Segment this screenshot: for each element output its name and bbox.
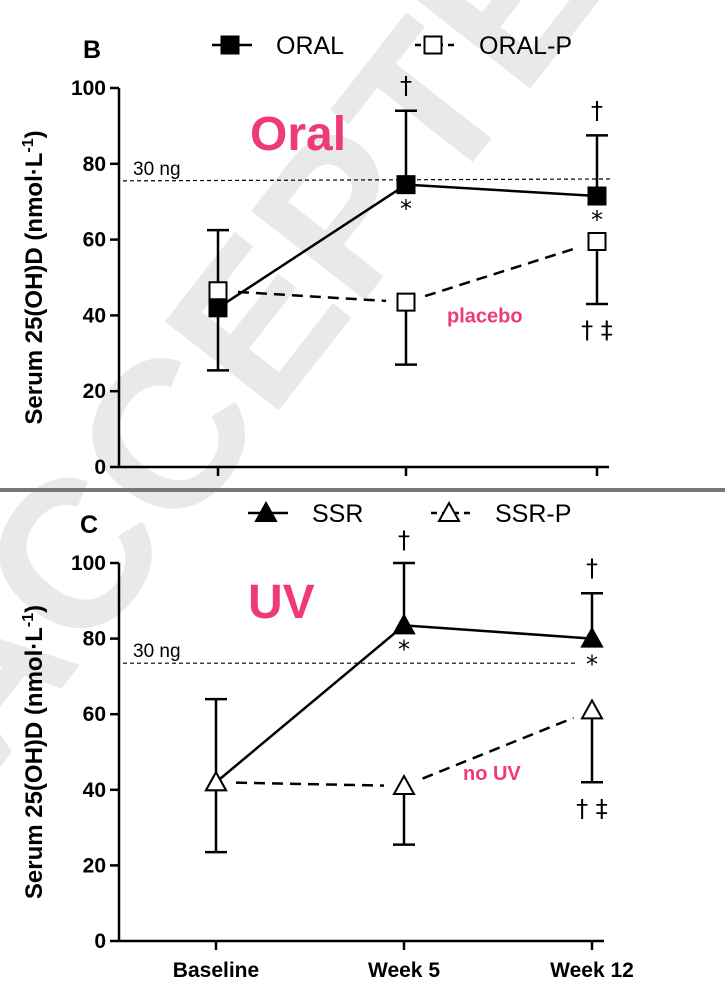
x-tick-label: Baseline bbox=[173, 959, 259, 982]
significance-marker: † bbox=[398, 526, 410, 554]
watermark-text: ACCEPTED bbox=[0, 0, 725, 808]
series-oral-p bbox=[207, 228, 608, 372]
series-line-segment bbox=[237, 290, 387, 303]
y-tick-label: 80 bbox=[83, 628, 106, 651]
data-point bbox=[396, 292, 416, 312]
significance-marker: † ‡ bbox=[576, 794, 608, 822]
series-ssr bbox=[204, 561, 604, 792]
legend: SSR SSR-P bbox=[248, 500, 571, 528]
data-point bbox=[208, 281, 228, 301]
y-tick-label: 40 bbox=[83, 304, 106, 327]
series-line-segment bbox=[405, 183, 598, 198]
y-tick-label: 0 bbox=[94, 930, 106, 953]
y-tick-label: 60 bbox=[83, 229, 106, 252]
legend: ORAL ORAL-P bbox=[212, 32, 572, 60]
y-tick-label: 100 bbox=[71, 552, 106, 575]
panel-b: 0 20 40 60 80 100 Serum 25(OH)D (nmol·L-1) B Ora… bbox=[20, 32, 613, 479]
significance-marker: * bbox=[586, 651, 598, 679]
legend-marker bbox=[423, 35, 443, 55]
y-tick-label: 20 bbox=[83, 854, 106, 877]
y-tick-label: 60 bbox=[83, 703, 106, 726]
series-line-segment bbox=[235, 781, 385, 787]
series-line-segment bbox=[422, 716, 574, 780]
legend-label: ORAL-P bbox=[479, 32, 572, 60]
series-line-segment bbox=[403, 624, 593, 640]
series-oral bbox=[208, 109, 608, 318]
x-tick-label: Week 5 bbox=[368, 959, 440, 982]
significance-marker: † ‡ bbox=[581, 316, 613, 344]
series-line-segment bbox=[215, 624, 405, 784]
legend-marker bbox=[437, 500, 461, 522]
legend-label: ORAL bbox=[276, 32, 344, 60]
series-annotation: placebo bbox=[447, 305, 523, 327]
legend-marker bbox=[220, 35, 240, 55]
data-point bbox=[392, 773, 416, 796]
data-point bbox=[392, 613, 416, 635]
panel-title: UV bbox=[248, 576, 315, 629]
panel-c: 0 20 40 60 80 100 Baseline Week 5 Week 12 Serum 2… bbox=[20, 500, 634, 982]
y-axis-label: Serum 25(OH)D (nmol·L-1) bbox=[20, 605, 48, 899]
legend-marker bbox=[254, 500, 278, 522]
series-ssr-p bbox=[204, 697, 604, 854]
significance-marker: † bbox=[400, 72, 412, 100]
data-point bbox=[587, 186, 607, 206]
y-tick-label: 0 bbox=[94, 456, 106, 479]
y-tick-label: 80 bbox=[83, 153, 106, 176]
data-point bbox=[204, 770, 228, 792]
legend-label: SSR-P bbox=[495, 500, 571, 528]
y-tick-label: 100 bbox=[71, 77, 106, 100]
legend-label: SSR bbox=[312, 500, 363, 528]
y-tick-label: 20 bbox=[83, 380, 106, 403]
y-tick-label: 40 bbox=[83, 779, 106, 802]
significance-marker: † bbox=[586, 554, 598, 582]
significance-marker: † bbox=[591, 96, 603, 124]
x-tick-label: Week 12 bbox=[550, 959, 634, 982]
watermark-layer: ACCEPTED bbox=[0, 0, 725, 808]
series-line-segment bbox=[217, 183, 407, 309]
panel-label: C bbox=[80, 511, 98, 539]
data-point bbox=[396, 175, 416, 195]
reference-line-label: 30 ng bbox=[133, 641, 181, 662]
significance-marker: * bbox=[591, 206, 603, 234]
series-annotation: no UV bbox=[463, 763, 521, 785]
panel-label: B bbox=[83, 36, 101, 64]
data-point bbox=[580, 626, 604, 648]
y-axis-label: Serum 25(OH)D (nmol·L-1) bbox=[20, 130, 48, 424]
data-point bbox=[580, 698, 604, 720]
series-line-segment bbox=[424, 246, 579, 298]
significance-marker: * bbox=[400, 195, 412, 223]
panel-title: Oral bbox=[250, 108, 346, 161]
data-point bbox=[587, 231, 607, 251]
reference-line-label: 30 ng bbox=[133, 159, 181, 180]
significance-marker: * bbox=[398, 636, 410, 664]
